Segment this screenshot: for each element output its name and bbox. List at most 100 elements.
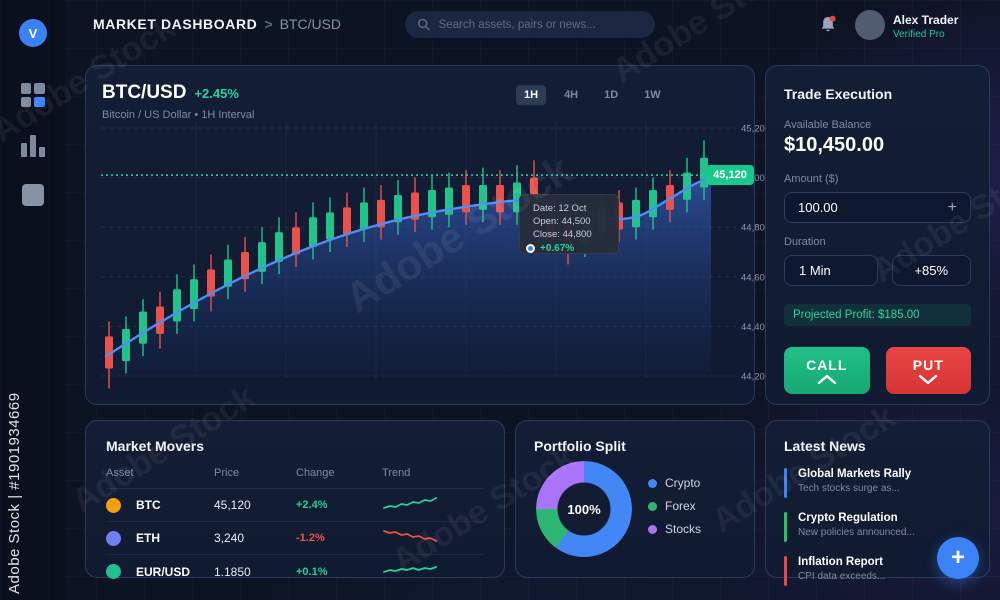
candle-body <box>683 172 691 200</box>
duration-select[interactable]: 1 Min <box>784 255 878 286</box>
timeframe-1w[interactable]: 1W <box>636 85 669 105</box>
notification-bell-icon[interactable] <box>818 15 838 35</box>
news-item-desc: New policies announced... <box>798 527 915 538</box>
page-title: MARKET DASHBOARD <box>93 16 258 32</box>
tooltip-date: Date: 12 Oct <box>533 203 587 214</box>
news-title: Latest News <box>784 438 866 454</box>
tooltip-open: Open: 44,500 <box>533 216 591 227</box>
table-row[interactable]: EUR/USD 1.1850 +0.1% <box>106 555 484 588</box>
asset-price: 45,120 <box>214 498 251 512</box>
amount-increase-button[interactable]: + <box>947 198 957 216</box>
table-row[interactable]: BTC 45,120 +2.4% <box>106 489 484 522</box>
trend-sparkline <box>383 530 438 542</box>
current-price-tag: 45,120 <box>706 165 754 185</box>
col-header-change: Change <box>296 467 335 479</box>
user-avatar[interactable] <box>855 10 885 40</box>
search-input[interactable] <box>438 18 643 31</box>
list-item[interactable]: Crypto Regulation New policies announced… <box>784 512 971 542</box>
timeframe-1d[interactable]: 1D <box>596 85 626 105</box>
timeframe-4h[interactable]: 4H <box>556 85 586 105</box>
asset-name: EUR/USD <box>136 564 191 579</box>
movers-title: Market Movers <box>106 438 205 454</box>
search-icon <box>417 18 430 31</box>
breadcrumb-symbol[interactable]: BTC/USD <box>279 16 342 32</box>
movers-header-row: Asset Price Change Trend <box>106 467 484 489</box>
list-item[interactable]: Inflation Report CPI data exceeds... <box>784 556 971 586</box>
amount-value: 100.00 <box>798 200 838 215</box>
call-label: CALL <box>806 356 848 373</box>
notification-dot <box>829 15 836 22</box>
put-button[interactable]: PUT <box>885 347 971 394</box>
asset-dot <box>106 564 121 579</box>
timeframe-1h[interactable]: 1H <box>516 85 547 105</box>
put-label: PUT <box>912 356 944 373</box>
news-accent-bar <box>784 512 787 542</box>
sidebar <box>0 0 65 600</box>
donut-center-label: 100% <box>567 501 601 517</box>
news-item-title: Inflation Report <box>798 556 883 568</box>
projected-profit: Projected Profit: $185.00 <box>784 304 971 326</box>
tooltip-change: +0.67% <box>540 243 575 254</box>
y-axis-label: 45,200 <box>741 124 770 135</box>
legend-label-stocks: Stocks <box>665 522 702 536</box>
duration-label: Duration <box>784 236 826 248</box>
y-axis-label: 44,400 <box>741 322 770 333</box>
news-accent-bar <box>784 556 787 586</box>
portfolio-legend: Crypto Forex Stocks <box>648 476 701 545</box>
candle-body <box>258 242 266 272</box>
portfolio-donut-chart <box>536 461 632 557</box>
trade-execution-panel: Trade Execution Available Balance $10,45… <box>765 65 990 405</box>
legend-label-forex: Forex <box>665 499 696 513</box>
portfolio-title: Portfolio Split <box>534 438 626 454</box>
news-item-desc: CPI data exceeds... <box>798 571 886 582</box>
chart-subtitle: Bitcoin / US Dollar • 1H Interval <box>102 109 255 121</box>
candle-body <box>428 190 436 218</box>
y-axis-label: 44,800 <box>741 223 770 234</box>
user-status-badge: Verified Pro <box>893 29 945 40</box>
user-info: Alex Trader Verified Pro <box>893 13 958 40</box>
search-bar[interactable] <box>405 11 655 38</box>
asset-change: -1.2% <box>296 532 325 544</box>
chart-header: BTC/USD +2.45% Bitcoin / US Dollar • 1H I… <box>102 82 254 121</box>
asset-change: +2.4% <box>296 499 328 511</box>
chevron-down-icon <box>919 374 938 384</box>
asset-dot <box>106 530 121 546</box>
y-axis-label: 44,600 <box>741 272 770 283</box>
payout-select[interactable]: +85% <box>891 255 971 286</box>
candle-body <box>394 194 402 223</box>
market-movers-panel: Market Movers Asset Price Change Trend B… <box>85 420 505 579</box>
add-floating-button[interactable]: + <box>937 537 979 579</box>
candle-body <box>343 207 351 235</box>
news-item-title: Crypto Regulation <box>798 512 898 524</box>
tooltip-marker-dot <box>526 244 535 253</box>
candle-body <box>479 185 487 210</box>
app-logo[interactable]: V <box>19 19 47 47</box>
table-row[interactable]: ETH 3,240 -1.2% <box>106 522 484 555</box>
candle-body <box>275 232 283 262</box>
tooltip-close: Close: 44,800 <box>533 229 592 240</box>
dashboard-grid-icon[interactable] <box>20 83 45 107</box>
balance-label: Available Balance <box>784 119 872 131</box>
asset-name: ETH <box>136 531 160 545</box>
legend-dot-stocks <box>648 524 657 534</box>
candle-body <box>122 328 130 362</box>
candle-body <box>411 192 419 220</box>
price-chart-panel: 45,200 45,000 44,800 44,600 44,400 44,200 BTC… <box>85 65 770 405</box>
trend-sparkline <box>383 565 438 573</box>
square-icon[interactable] <box>21 184 44 206</box>
asset-price: 3,240 <box>214 531 245 545</box>
list-item[interactable]: Global Markets Rally Tech stocks surge a… <box>784 468 971 498</box>
asset-change: +0.1% <box>296 565 328 578</box>
news-item-title: Global Markets Rally <box>798 468 912 480</box>
candle-body <box>224 259 232 287</box>
chart-symbol: BTC/USD <box>102 82 187 103</box>
candle-body <box>309 217 317 248</box>
chevron-up-icon <box>817 374 836 384</box>
amount-input[interactable]: 100.00 + <box>784 192 971 223</box>
trend-line <box>104 175 713 358</box>
candle-body <box>649 190 657 218</box>
candle-body <box>173 289 181 322</box>
news-item-desc: Tech stocks surge as... <box>798 483 900 494</box>
call-button[interactable]: CALL <box>784 347 870 394</box>
bar-chart-icon[interactable] <box>20 133 46 157</box>
